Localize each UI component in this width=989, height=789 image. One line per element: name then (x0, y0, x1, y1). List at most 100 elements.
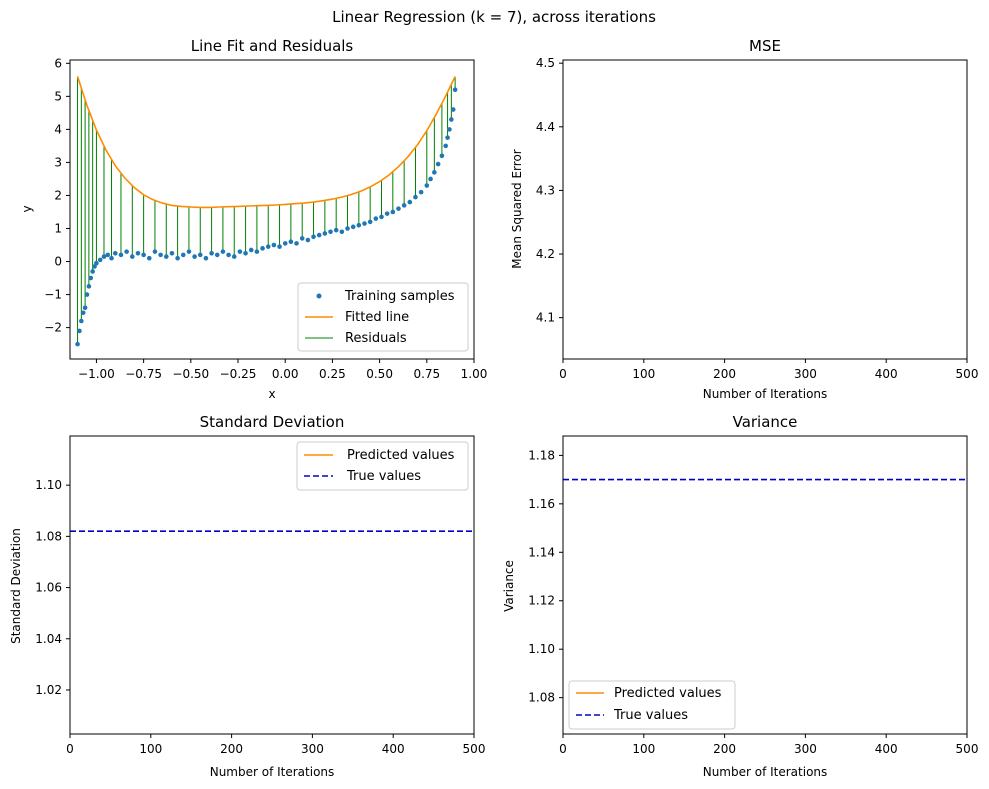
x-tick-label: 400 (875, 367, 898, 381)
sample-point (265, 244, 271, 249)
sample-point (237, 249, 243, 254)
x-tick-label: 100 (139, 742, 162, 756)
sample-point (447, 127, 452, 132)
sample-point (299, 236, 305, 241)
figure-suptitle: Linear Regression (k = 7), across iterat… (332, 8, 656, 26)
sample-point (163, 254, 169, 259)
tick-layer: −1.00 −0.75 −0.50 −0.25 0.00 0.25 0.50 0.75 1.00… (44, 56, 487, 381)
sample-point (80, 310, 86, 316)
y-tick-label: 0 (54, 255, 62, 269)
x-tick-label: 500 (463, 742, 486, 756)
x-tick-label: 300 (794, 367, 817, 381)
y-tick-label: 1.16 (528, 497, 555, 511)
x-tick-label: −0.25 (220, 367, 257, 381)
legend: Predicted values True values (296, 441, 469, 491)
x-axis-label: Number of Iterations (703, 765, 828, 779)
sample-point (88, 275, 94, 281)
legend-box (568, 680, 736, 730)
y-tick-label: 4.1 (536, 311, 555, 325)
sample-point (226, 252, 231, 258)
y-tick-label: 4 (54, 122, 62, 136)
residual-layer (77, 76, 456, 345)
sample-point (282, 241, 288, 246)
sample-point (197, 252, 203, 258)
y-tick-label: 5 (54, 89, 62, 103)
sample-point (209, 250, 214, 256)
sample-point (452, 87, 458, 93)
sample-point (158, 252, 163, 258)
sample-point (443, 143, 448, 149)
x-tick-label: 0.50 (366, 367, 393, 381)
y-tick-label: 1.06 (35, 581, 62, 595)
panel-variance: Variance Number of Iterations Variance 0… (502, 413, 978, 779)
sample-point (390, 209, 396, 215)
panel-title: MSE (749, 37, 781, 55)
panel-title: Variance (733, 413, 798, 431)
sample-point (445, 135, 450, 140)
x-tick-label: 400 (382, 742, 405, 756)
panel-title: Standard Deviation (200, 413, 345, 431)
sample-point (428, 176, 433, 182)
sample-point (316, 232, 322, 238)
sample-point (435, 161, 441, 167)
sample-point (322, 231, 328, 236)
y-axis-label: Mean Squared Error (510, 149, 524, 269)
sample-point (180, 252, 186, 258)
sample-point (105, 252, 111, 258)
legend: Predicted values True values (568, 680, 736, 730)
sample-point (379, 214, 384, 220)
y-tick-label: 4.3 (536, 183, 555, 197)
sample-point (413, 194, 418, 200)
sample-point (418, 189, 424, 195)
y-tick-label: 4.5 (536, 56, 555, 70)
sample-point (175, 255, 180, 261)
sample-point (101, 254, 107, 259)
sample-point (277, 244, 282, 249)
sample-point (109, 255, 114, 261)
y-tick-label: −1 (44, 288, 62, 302)
sample-point (141, 252, 146, 258)
legend-label-true: True values (346, 469, 421, 484)
sample-point (439, 153, 445, 159)
legend-label-fitted: Fitted line (345, 310, 409, 325)
sample-point (220, 249, 226, 254)
fitted-line (76, 76, 456, 209)
tick-layer: 0 100 200 300 400 500 4.1 4.2 4.3 4.4 4.5 (536, 56, 979, 381)
sample-point (254, 249, 260, 254)
y-tick-label: 2 (54, 188, 62, 202)
y-tick-label: 1.10 (35, 478, 62, 492)
sample-point (362, 221, 367, 226)
sample-point (77, 328, 82, 334)
sample-point (288, 239, 294, 245)
y-tick-label: 1 (54, 221, 62, 235)
x-tick-label: 500 (956, 742, 979, 756)
x-tick-label: 200 (713, 367, 736, 381)
sample-point (396, 206, 401, 211)
sample-point (450, 107, 456, 112)
sample-point (231, 254, 237, 259)
sample-point (424, 183, 430, 188)
plot-frame (562, 435, 968, 735)
y-tick-label: 1.04 (35, 632, 62, 646)
sample-point (407, 199, 413, 205)
sample-point (97, 257, 103, 263)
y-tick-label: 1.14 (528, 545, 555, 559)
tick-layer: 0 100 200 300 400 500 1.02 1.04 1.06 1.08 1.10 (35, 478, 485, 756)
y-tick-label: 1.02 (35, 683, 62, 697)
x-axis-label: Number of Iterations (210, 765, 335, 779)
x-tick-label: 100 (632, 742, 655, 756)
x-tick-label: 1.00 (461, 367, 488, 381)
plot-frame (69, 435, 475, 735)
sample-point (328, 229, 333, 235)
legend-label-samples: Training samples (344, 289, 455, 304)
sample-point (373, 216, 379, 221)
x-axis-label: x (268, 387, 275, 401)
sample-point (94, 260, 99, 266)
y-tick-label: 1.08 (528, 691, 555, 705)
sample-point (350, 224, 356, 230)
legend-marker-samples (316, 293, 322, 299)
sample-point (367, 219, 373, 225)
y-axis-label: y (20, 205, 34, 212)
sample-point (186, 249, 192, 254)
